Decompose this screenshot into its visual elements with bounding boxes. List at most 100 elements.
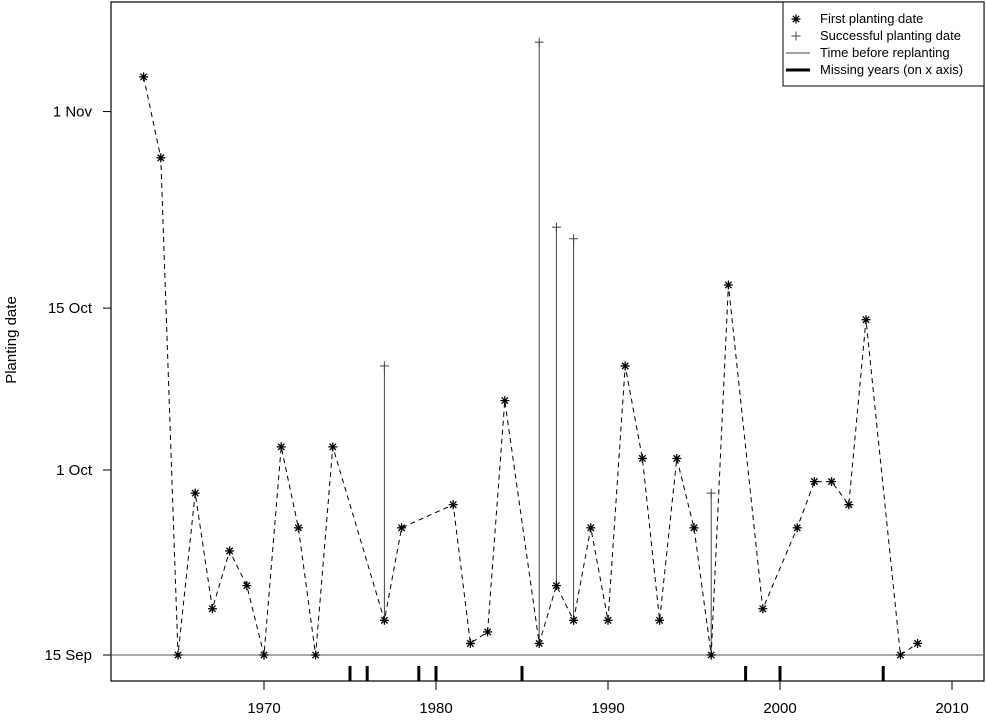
first-planting-point-1967 — [207, 604, 217, 614]
first-planting-point-2007 — [895, 650, 905, 660]
first-planting-point-1984-stroke — [501, 396, 509, 405]
x-tick-label-2000: 2000 — [763, 700, 796, 717]
first-planting-point-2007-stroke — [896, 651, 905, 659]
first-planting-point-1972-stroke — [294, 524, 303, 532]
first-planting-series — [143, 76, 918, 656]
y-axis: 15 Sep 1 Oct 15 Oct 1 Nov — [44, 104, 111, 664]
first-planting-point-1963-stroke — [139, 73, 148, 81]
first-planting-point-1989-stroke — [587, 524, 595, 532]
x-tick-label-1990: 1990 — [591, 700, 624, 717]
first-planting-point-1965-stroke — [174, 651, 182, 659]
first-planting-point-1964-stroke — [157, 154, 165, 162]
legend: First planting date Successful planting … — [782, 1, 985, 87]
first-planting-point-1978-stroke — [397, 524, 406, 532]
first-planting-point-2003 — [827, 477, 837, 487]
first-planting-point-1981-stroke — [449, 501, 457, 509]
first-planting-point-1986-stroke — [535, 639, 543, 648]
first-planting-point-1977-stroke — [380, 616, 389, 624]
first-planting-point-1963 — [139, 72, 149, 82]
first-planting-point-1992 — [637, 453, 647, 463]
first-planting-point-1987-stroke — [552, 581, 561, 590]
first-planting-point-1964 — [156, 153, 166, 163]
x-tick-label-1970: 1970 — [247, 700, 280, 717]
first-planting-point-2005 — [861, 315, 871, 325]
x-tick-label-2010: 2010 — [935, 700, 968, 717]
successful-planting-point-1986 — [534, 37, 544, 47]
first-planting-point-1969 — [242, 581, 252, 591]
x-axis: 1970 1980 1990 2000 2010 — [247, 681, 969, 717]
legend-box — [782, 1, 985, 87]
first-planting-point-1990-stroke — [604, 616, 612, 624]
first-planting-point-1983 — [483, 627, 493, 637]
first-planting-point-1983-stroke — [483, 628, 492, 636]
missing-year-marks — [348, 666, 885, 681]
first-planting-point-1997 — [723, 280, 733, 290]
first-planting-point-1996-stroke — [707, 651, 715, 659]
first-planting-point-2005-stroke — [862, 316, 870, 324]
first-planting-point-1992-stroke — [638, 454, 647, 463]
first-planting-point-1993-stroke — [655, 616, 664, 624]
first-planting-point-1973-stroke — [311, 651, 320, 659]
first-planting-point-1977 — [379, 615, 389, 625]
plot-frame — [110, 1, 985, 682]
first-planting-point-1994 — [672, 453, 682, 463]
first-planting-point-1970-stroke — [260, 651, 268, 659]
first-planting-point-1968-stroke — [225, 547, 234, 555]
first-planting-point-1987 — [551, 581, 561, 591]
first-planting-point-1984 — [500, 396, 510, 406]
first-planting-point-1982-stroke — [466, 639, 475, 648]
first-planting-point-1988 — [569, 615, 579, 625]
first-planting-point-1990 — [603, 615, 613, 625]
y-tick-label-15: 15 Sep — [44, 647, 92, 664]
y-tick-label-45: 15 Oct — [48, 300, 93, 317]
first-planting-point-2001 — [792, 523, 802, 533]
first-planting-point-2004 — [844, 500, 854, 510]
legend-label-time-before-replanting: Time before replanting — [820, 45, 950, 60]
first-planting-point-1974-stroke — [329, 443, 337, 451]
first-planting-point-1967-stroke — [208, 605, 217, 613]
first-planting-point-1999-stroke — [759, 605, 767, 613]
y-axis-label: Planting date — [3, 296, 20, 384]
y-tick-label-31: 1 Oct — [56, 462, 93, 479]
first-planting-point-1972 — [293, 523, 303, 533]
first-planting-point-1991-stroke — [621, 362, 629, 370]
first-planting-point-1981 — [448, 500, 458, 510]
first-planting-point-1995-stroke — [690, 524, 698, 532]
first-planting-point-2002 — [809, 477, 819, 487]
first-planting-point-1973 — [311, 650, 321, 660]
legend-label-successful-planting: Successful planting date — [820, 28, 961, 43]
first-planting-point-1999 — [758, 604, 768, 614]
first-planting-point-2008 — [913, 638, 923, 648]
successful-planting-point-1988 — [569, 234, 579, 244]
first-planting-point-1997-stroke — [724, 281, 733, 289]
y-tick-label-62: 1 Nov — [53, 104, 93, 121]
first-planting-point-1969-stroke — [243, 581, 251, 590]
first-planting-point-1982 — [465, 638, 475, 648]
first-planting-point-1965 — [173, 650, 183, 660]
first-planting-point-1974 — [328, 442, 338, 452]
successful-planting-point-1987 — [551, 222, 561, 232]
legend-symbol-star — [791, 14, 801, 24]
first-planting-point-1995 — [689, 523, 699, 533]
first-planting-point-2001-stroke — [793, 524, 801, 532]
first-planting-point-2002-stroke — [810, 477, 819, 486]
first-planting-point-1994-stroke — [673, 454, 681, 463]
legend-symbol-plus — [791, 31, 801, 41]
x-tick-label-1980: 1980 — [419, 700, 452, 717]
first-planting-point-2004-stroke — [845, 501, 853, 509]
first-planting-point-1991 — [620, 361, 630, 371]
legend-label-missing-years: Missing years (on x axis) — [820, 62, 963, 77]
first-planting-point-1966 — [190, 488, 200, 498]
first-planting-point-1971-stroke — [277, 443, 285, 451]
first-planting-line — [143, 76, 918, 656]
successful-planting-point-1996 — [706, 488, 716, 498]
first-planting-point-1966-stroke — [191, 489, 199, 497]
first-planting-point-1986 — [534, 638, 544, 648]
first-planting-point-1968 — [225, 546, 235, 556]
first-planting-point-1970 — [259, 650, 269, 660]
data-points — [139, 72, 923, 660]
legend-symbol-star-stroke — [792, 15, 800, 23]
first-planting-point-1971 — [276, 442, 286, 452]
first-planting-point-1988-stroke — [569, 616, 578, 624]
first-planting-point-1978 — [397, 523, 407, 533]
